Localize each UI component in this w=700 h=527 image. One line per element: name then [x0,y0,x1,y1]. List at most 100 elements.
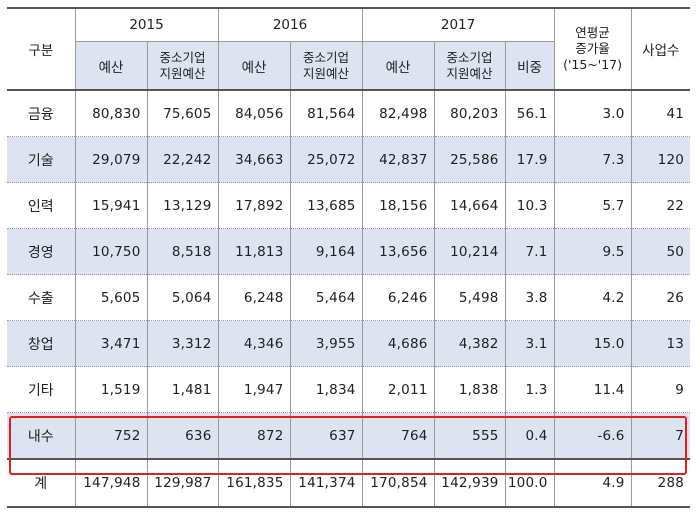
header-row-sub: 예산 중소기업 지원예산 예산 중소기업 지원예산 예산 중소기업 지원예산 비… [7,41,690,91]
cell-sme-2016: 5,464 [289,274,363,321]
cell-share: 3.8 [504,274,555,321]
total-budget-2015: 147,948 [74,459,148,508]
cell-share: 0.4 [504,412,555,460]
cell-sme-2015: 22,242 [146,136,219,183]
header-budget-2017: 예산 [361,41,435,91]
cell-sme-2017: 555 [433,412,506,460]
cell-budget-2015: 15,941 [74,182,148,229]
cell-sme-2016: 13,685 [289,182,363,229]
table-row: 기타 1,519 1,481 1,947 1,834 2,011 1,838 1… [7,366,691,413]
cell-sme-2017: 10,214 [433,228,506,275]
cell-sme-2017: 25,586 [433,136,506,183]
header-year-2016: 2016 [217,7,363,42]
cell-projects: 9 [630,366,691,413]
header-category: 구분 [7,7,76,91]
cell-budget-2016: 872 [217,412,291,460]
cell-sme-2015: 5,064 [146,274,219,321]
cell-budget-2017: 13,656 [361,228,435,275]
header-projects: 사업수 [630,7,691,91]
cell-budget-2015: 1,519 [74,366,148,413]
table-row-highlighted: 내수 752 636 872 637 764 555 0.4 -6.6 7 [7,412,691,460]
cell-cagr: 4.2 [553,274,632,321]
header-year-2015: 2015 [74,7,219,42]
cell-cagr: 3.0 [553,90,632,137]
budget-table-container: 구분 2015 2016 2017 연평균 증가율 ('15~'17) 사업수 … [7,7,691,508]
cell-budget-2015: 3,471 [74,320,148,367]
row-category: 인력 [7,182,76,229]
cell-share: 10.3 [504,182,555,229]
cell-projects: 7 [630,412,691,460]
cell-budget-2016: 84,056 [217,90,291,137]
cell-budget-2015: 5,605 [74,274,148,321]
cell-cagr: 15.0 [553,320,632,367]
row-category: 기술 [7,136,76,183]
cell-sme-2015: 636 [146,412,219,460]
total-sme-2017: 142,939 [433,459,506,508]
row-category: 경영 [7,228,76,275]
header-sme-line1: 중소기업 [303,49,350,65]
cell-budget-2017: 4,686 [361,320,435,367]
cell-sme-2017: 4,382 [433,320,506,367]
cell-sme-2016: 3,955 [289,320,363,367]
total-sme-2016: 141,374 [289,459,363,508]
cell-projects: 22 [630,182,691,229]
header-sme-budget-2016: 중소기업 지원예산 [289,41,363,91]
cell-budget-2017: 18,156 [361,182,435,229]
cell-share: 1.3 [504,366,555,413]
total-projects: 288 [630,459,691,508]
cell-budget-2016: 1,947 [217,366,291,413]
header-row-years: 구분 2015 2016 2017 연평균 증가율 ('15~'17) 사업수 [7,7,691,91]
table-row: 기술 29,079 22,242 34,663 25,072 42,837 25… [7,136,691,183]
row-category: 창업 [7,320,76,367]
cell-projects: 41 [630,90,691,137]
cell-sme-2015: 8,518 [146,228,219,275]
cell-budget-2015: 752 [74,412,148,460]
cell-sme-2017: 1,838 [433,366,506,413]
cell-share: 3.1 [504,320,555,367]
cell-projects: 13 [630,320,691,367]
cell-sme-2017: 5,498 [433,274,506,321]
header-sme-line1: 중소기업 [159,49,206,65]
cell-share: 56.1 [504,90,555,137]
header-sme-budget-2017: 중소기업 지원예산 [433,41,506,91]
table-total-row: 계 147,948 129,987 161,835 141,374 170,85… [7,459,691,508]
table-row: 인력 15,941 13,129 17,892 13,685 18,156 14… [7,182,691,229]
cell-budget-2017: 6,246 [361,274,435,321]
total-budget-2017: 170,854 [361,459,435,508]
total-cagr: 4.9 [553,459,632,508]
cell-budget-2016: 6,248 [217,274,291,321]
cell-cagr: 5.7 [553,182,632,229]
header-cagr-line2: 증가율 [575,41,610,56]
cell-budget-2016: 34,663 [217,136,291,183]
cell-cagr: -6.6 [553,412,632,460]
cell-sme-2016: 1,834 [289,366,363,413]
header-cagr-line1: 연평균 [575,25,610,40]
table-row: 수출 5,605 5,064 6,248 5,464 6,246 5,498 3… [7,274,691,321]
cell-sme-2016: 25,072 [289,136,363,183]
cell-sme-2016: 637 [289,412,363,460]
cell-sme-2015: 13,129 [146,182,219,229]
row-category: 금융 [7,90,76,137]
cell-projects: 120 [630,136,691,183]
header-year-2017: 2017 [361,7,555,42]
header-budget-2015: 예산 [74,41,148,91]
cell-sme-2017: 80,203 [433,90,506,137]
header-sme-line2: 지원예산 [159,65,206,81]
cell-cagr: 9.5 [553,228,632,275]
cell-sme-2015: 1,481 [146,366,219,413]
cell-share: 7.1 [504,228,555,275]
header-sme-budget-2015: 중소기업 지원예산 [146,41,219,91]
cell-budget-2016: 4,346 [217,320,291,367]
cell-sme-2015: 75,605 [146,90,219,137]
header-cagr-line3: ('15~'17) [563,57,622,72]
budget-table: 구분 2015 2016 2017 연평균 증가율 ('15~'17) 사업수 … [7,7,691,508]
cell-budget-2016: 17,892 [217,182,291,229]
table-row: 경영 10,750 8,518 11,813 9,164 13,656 10,2… [7,228,691,275]
cell-projects: 26 [630,274,691,321]
header-budget-2016: 예산 [217,41,291,91]
header-sme-line2: 지원예산 [446,65,493,81]
cell-cagr: 11.4 [553,366,632,413]
cell-budget-2016: 11,813 [217,228,291,275]
total-sme-2015: 129,987 [146,459,219,508]
header-sme-line2: 지원예산 [303,65,350,81]
